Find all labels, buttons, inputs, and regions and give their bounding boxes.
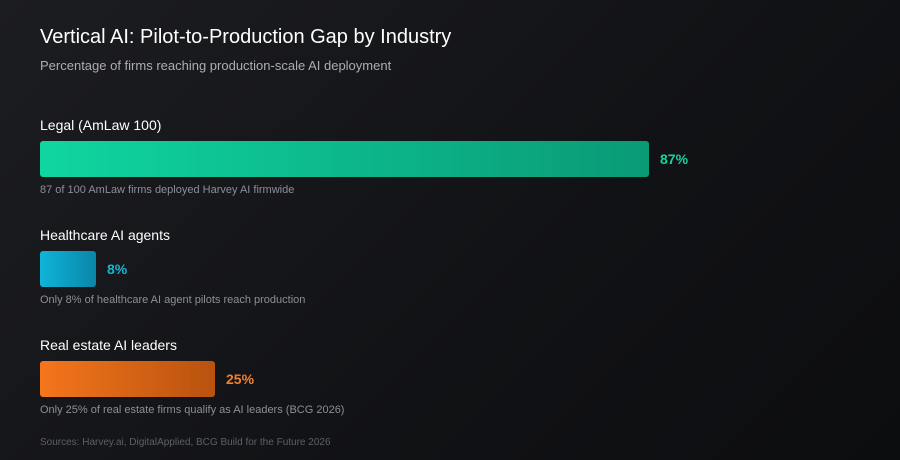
value-label: 87%	[660, 151, 689, 167]
bar-note: Only 8% of healthcare AI agent pilots re…	[40, 294, 306, 306]
chart-title: Vertical AI: Pilot-to-Production Gap by …	[40, 26, 452, 48]
bar-note: Only 25% of real estate firms qualify as…	[40, 404, 345, 416]
sources-note: Sources: Harvey.ai, DigitalApplied, BCG …	[40, 437, 331, 448]
bar-row: 25%	[40, 361, 860, 397]
bar-group: Healthcare AI agents 8% Only 8% of healthc…	[40, 226, 860, 307]
bar	[40, 141, 649, 177]
chart-subtitle: Percentage of firms reaching production-…	[40, 58, 392, 73]
bar-group: Real estate AI leaders 25% Only 25% of rea…	[40, 336, 860, 417]
category-label: Real estate AI leaders	[40, 337, 177, 353]
bar-note: 87 of 100 AmLaw firms deployed Harvey AI…	[40, 184, 295, 196]
bar-row: 8%	[40, 251, 860, 287]
bar	[40, 251, 96, 287]
category-label: Healthcare AI agents	[40, 227, 170, 243]
bar-row: 87%	[40, 141, 860, 177]
value-label: 25%	[226, 371, 255, 387]
bar	[40, 361, 215, 397]
category-label: Legal (AmLaw 100)	[40, 117, 162, 133]
bar-group: Legal (AmLaw 100) 87% 87 of 100 AmLaw firm…	[40, 116, 860, 197]
value-label: 8%	[107, 261, 128, 277]
